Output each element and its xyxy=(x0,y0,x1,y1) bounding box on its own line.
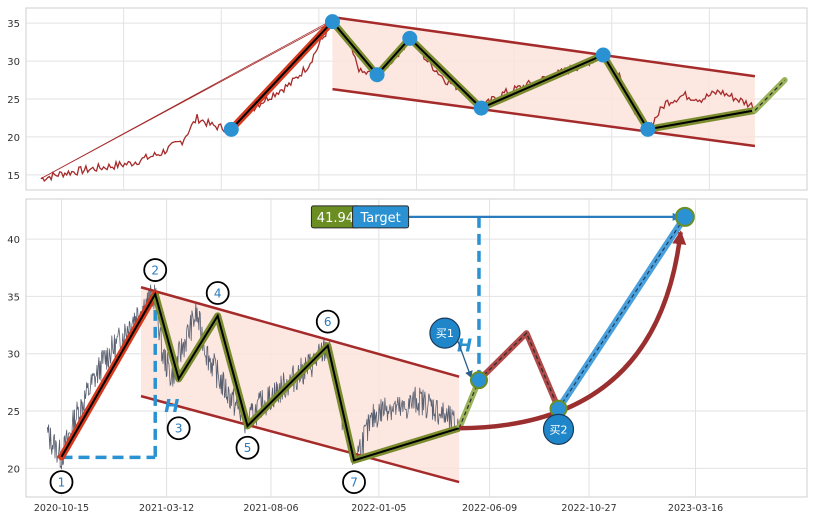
buy-target-node xyxy=(469,371,488,390)
top-wave-node xyxy=(595,47,611,63)
bottom-x-tick-label: 2022-10-27 xyxy=(561,503,616,514)
bottom-panel: 2020-10-15 2021-03-12 2021-08-06 2022-01-05… xyxy=(7,198,808,514)
target-value-text: 41.94 xyxy=(317,211,354,226)
bottom-price-line xyxy=(46,284,460,470)
bottom-x-tick-label: 2021-08-06 xyxy=(243,503,298,514)
wave-point-label: 7 xyxy=(350,476,358,490)
bottom-channel-lower-line xyxy=(140,394,460,484)
bottom-x-tick-label: 2021-03-12 xyxy=(139,503,194,514)
top-channel-upper-line xyxy=(332,15,756,78)
bottom-y-tick-label: 40 xyxy=(7,235,20,246)
wave-point-circle xyxy=(235,435,260,460)
wave-point-circle xyxy=(205,281,230,305)
height-label-left: H xyxy=(164,396,179,417)
top-wave-node xyxy=(223,121,239,137)
buy-bubble xyxy=(542,413,575,445)
top-wave-node xyxy=(369,67,385,83)
top-wave-node xyxy=(402,30,418,46)
buy-pointer-line xyxy=(457,340,473,379)
top-wave-node xyxy=(324,14,340,30)
future-zigzag-dash xyxy=(478,332,560,409)
buy-bubble-label: 买1 xyxy=(436,327,454,340)
wave-point-circle xyxy=(166,416,191,441)
wave-point-circle xyxy=(143,258,168,282)
bottom-y-tick-label: 35 xyxy=(7,292,20,303)
top-channel-lower-line xyxy=(332,87,756,148)
bottom-channel-upper-line xyxy=(140,286,460,378)
top-y-tick-label: 20 xyxy=(7,133,20,144)
wave-point-label: 5 xyxy=(244,441,252,455)
future-blue-dash xyxy=(557,216,686,410)
top-wave-node xyxy=(640,121,656,137)
height-label-right: H xyxy=(457,335,472,356)
bottom-y-tick-label: 20 xyxy=(7,464,20,475)
bottom-x-tick-label: 2020-10-15 xyxy=(34,503,89,514)
buy-bubble xyxy=(429,317,461,349)
top-wave-node xyxy=(473,100,489,116)
top-panel: 15 20 25 30 35 xyxy=(7,7,808,191)
bottom-y-tick-label: 30 xyxy=(7,350,20,361)
bottom-x-tick-label: 2023-03-16 xyxy=(668,503,723,514)
wave-point-label: 4 xyxy=(214,286,222,300)
bottom-x-tick-label: 2022-06-09 xyxy=(462,503,517,514)
top-projection-dash xyxy=(754,79,786,111)
future-curve-arrow xyxy=(459,230,687,431)
wave-point-circle xyxy=(49,470,74,495)
wave-point-label: 3 xyxy=(175,422,183,436)
top-y-tick-label: 30 xyxy=(7,57,20,68)
wave-point-label: 1 xyxy=(58,476,66,490)
target-label-text: Target xyxy=(359,211,400,226)
wave-point-label: 2 xyxy=(151,264,159,278)
target-label-box xyxy=(352,205,410,229)
buy-bubble-label: 买2 xyxy=(550,423,568,436)
bottom-wave-black xyxy=(60,291,460,462)
bottom-y-tick-label: 25 xyxy=(7,407,20,418)
wave-point-circle xyxy=(342,470,366,495)
target-node xyxy=(674,206,695,227)
top-wave-black xyxy=(230,20,756,131)
top-y-tick-label: 35 xyxy=(7,19,20,30)
wave-point-circle xyxy=(315,309,340,334)
top-y-tick-label: 25 xyxy=(7,95,20,106)
wave-point-label: 6 xyxy=(324,315,332,329)
bottom-x-tick-label: 2022-01-05 xyxy=(351,503,406,514)
top-y-tick-label: 15 xyxy=(7,171,20,182)
